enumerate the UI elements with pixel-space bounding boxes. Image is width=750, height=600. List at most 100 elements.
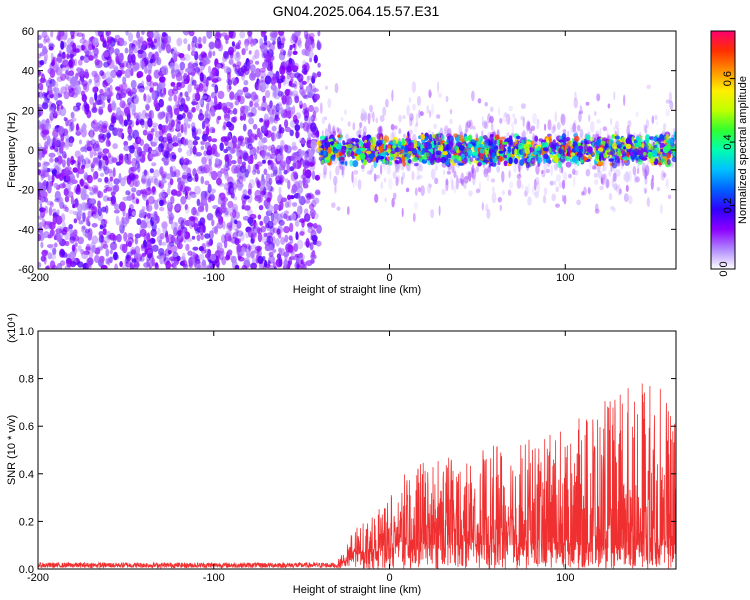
heatmap-cell <box>377 139 382 147</box>
heatmap-cell <box>216 264 220 269</box>
heatmap-cell <box>487 113 491 124</box>
heatmap-cell <box>229 91 235 100</box>
heatmap-cell <box>67 64 74 69</box>
heatmap-cell <box>284 88 291 97</box>
heatmap-cell <box>127 241 132 248</box>
heatmap-cell <box>502 112 508 123</box>
heatmap-cell <box>617 158 621 164</box>
heatmap-cell <box>126 159 132 165</box>
heatmap-cell <box>52 129 59 139</box>
heatmap-cell <box>248 245 252 252</box>
heatmap-cell <box>144 187 152 196</box>
heatmap-cell <box>359 122 363 128</box>
heatmap-cell <box>320 150 324 156</box>
spectrogram-y-axis-label: Frequency (Hz) <box>6 112 18 188</box>
heatmap-cell <box>415 113 419 125</box>
heatmap-cell <box>228 185 235 195</box>
heatmap-cell <box>40 241 44 249</box>
heatmap-cell <box>69 236 77 241</box>
heatmap-cell <box>493 156 498 163</box>
heatmap-cell <box>508 105 514 112</box>
heatmap-cell <box>98 151 103 156</box>
spectrogram-y-tick-label: 20 <box>22 105 34 117</box>
heatmap-cell <box>532 133 535 142</box>
heatmap-cell <box>146 259 150 268</box>
heatmap-cell <box>249 72 256 81</box>
heatmap-cell <box>241 161 246 167</box>
heatmap-cell <box>198 113 205 121</box>
heatmap-cell <box>544 123 547 131</box>
heatmap-cell <box>99 255 105 263</box>
heatmap-cell <box>209 253 217 262</box>
heatmap-cell <box>38 169 42 175</box>
heatmap-cell <box>132 172 137 182</box>
heatmap-cell <box>172 134 177 144</box>
heatmap-cell <box>576 160 580 167</box>
heatmap-cell <box>85 243 91 251</box>
heatmap-cell <box>367 170 371 175</box>
heatmap-cell <box>535 153 539 162</box>
heatmap-cell <box>39 207 46 213</box>
heatmap-cell <box>38 233 42 242</box>
heatmap-cell <box>520 184 524 190</box>
heatmap-cell <box>158 45 162 54</box>
heatmap-cell <box>71 244 76 252</box>
heatmap-cell <box>225 254 230 261</box>
heatmap-cell <box>160 241 167 246</box>
heatmap-cell <box>506 153 511 158</box>
heatmap-cell <box>596 139 601 147</box>
heatmap-cell <box>181 180 185 187</box>
heatmap-cell <box>472 174 476 186</box>
heatmap-cell <box>58 145 64 154</box>
heatmap-cell <box>255 245 263 251</box>
heatmap-cell <box>662 172 667 178</box>
heatmap-cell <box>416 169 420 178</box>
heatmap-cell <box>221 136 228 142</box>
heatmap-cell <box>41 197 45 203</box>
heatmap-cell <box>228 55 234 63</box>
spectrogram-y-tick-label: 60 <box>22 26 34 38</box>
heatmap-cell <box>611 160 618 169</box>
heatmap-cell <box>537 146 541 151</box>
heatmap-cell <box>165 236 170 244</box>
heatmap-cell <box>99 70 105 77</box>
heatmap-cell <box>41 219 47 228</box>
heatmap-cell <box>40 85 44 91</box>
heatmap-cell <box>76 185 81 193</box>
heatmap-cell <box>273 266 277 269</box>
heatmap-cell <box>275 103 280 113</box>
heatmap-cell <box>376 155 381 160</box>
heatmap-cell <box>222 105 228 113</box>
heatmap-cell <box>114 184 120 192</box>
heatmap-cell <box>548 135 552 144</box>
heatmap-cell <box>49 111 55 121</box>
heatmap-cell <box>48 83 54 93</box>
heatmap-cell <box>52 247 57 256</box>
heatmap-cell <box>91 49 99 58</box>
heatmap-cell <box>39 229 44 236</box>
chart-title: GN04.2025.064.15.57.E31 <box>273 3 440 19</box>
heatmap-cell <box>118 201 126 212</box>
heatmap-cell <box>180 196 187 205</box>
heatmap-cell <box>89 191 95 196</box>
heatmap-cell <box>311 41 316 49</box>
heatmap-cell <box>555 186 559 193</box>
snr-y-tick-label: 1.0 <box>19 326 34 338</box>
heatmap-cell <box>217 32 223 38</box>
heatmap-cell <box>159 128 164 137</box>
heatmap-cell <box>340 133 343 140</box>
heatmap-cell <box>651 153 656 157</box>
heatmap-cell <box>101 120 109 129</box>
heatmap-cell <box>305 33 311 39</box>
heatmap-cell <box>284 253 288 261</box>
heatmap-cell <box>128 214 132 220</box>
heatmap-cell <box>103 165 107 170</box>
heatmap-cell <box>84 158 91 169</box>
heatmap-cell <box>531 140 535 146</box>
heatmap-cell <box>506 132 510 137</box>
heatmap-cell <box>246 61 252 70</box>
heatmap-cell <box>550 164 553 176</box>
heatmap-cell <box>665 109 670 117</box>
heatmap-cell <box>657 151 662 155</box>
heatmap-cell <box>433 123 437 129</box>
